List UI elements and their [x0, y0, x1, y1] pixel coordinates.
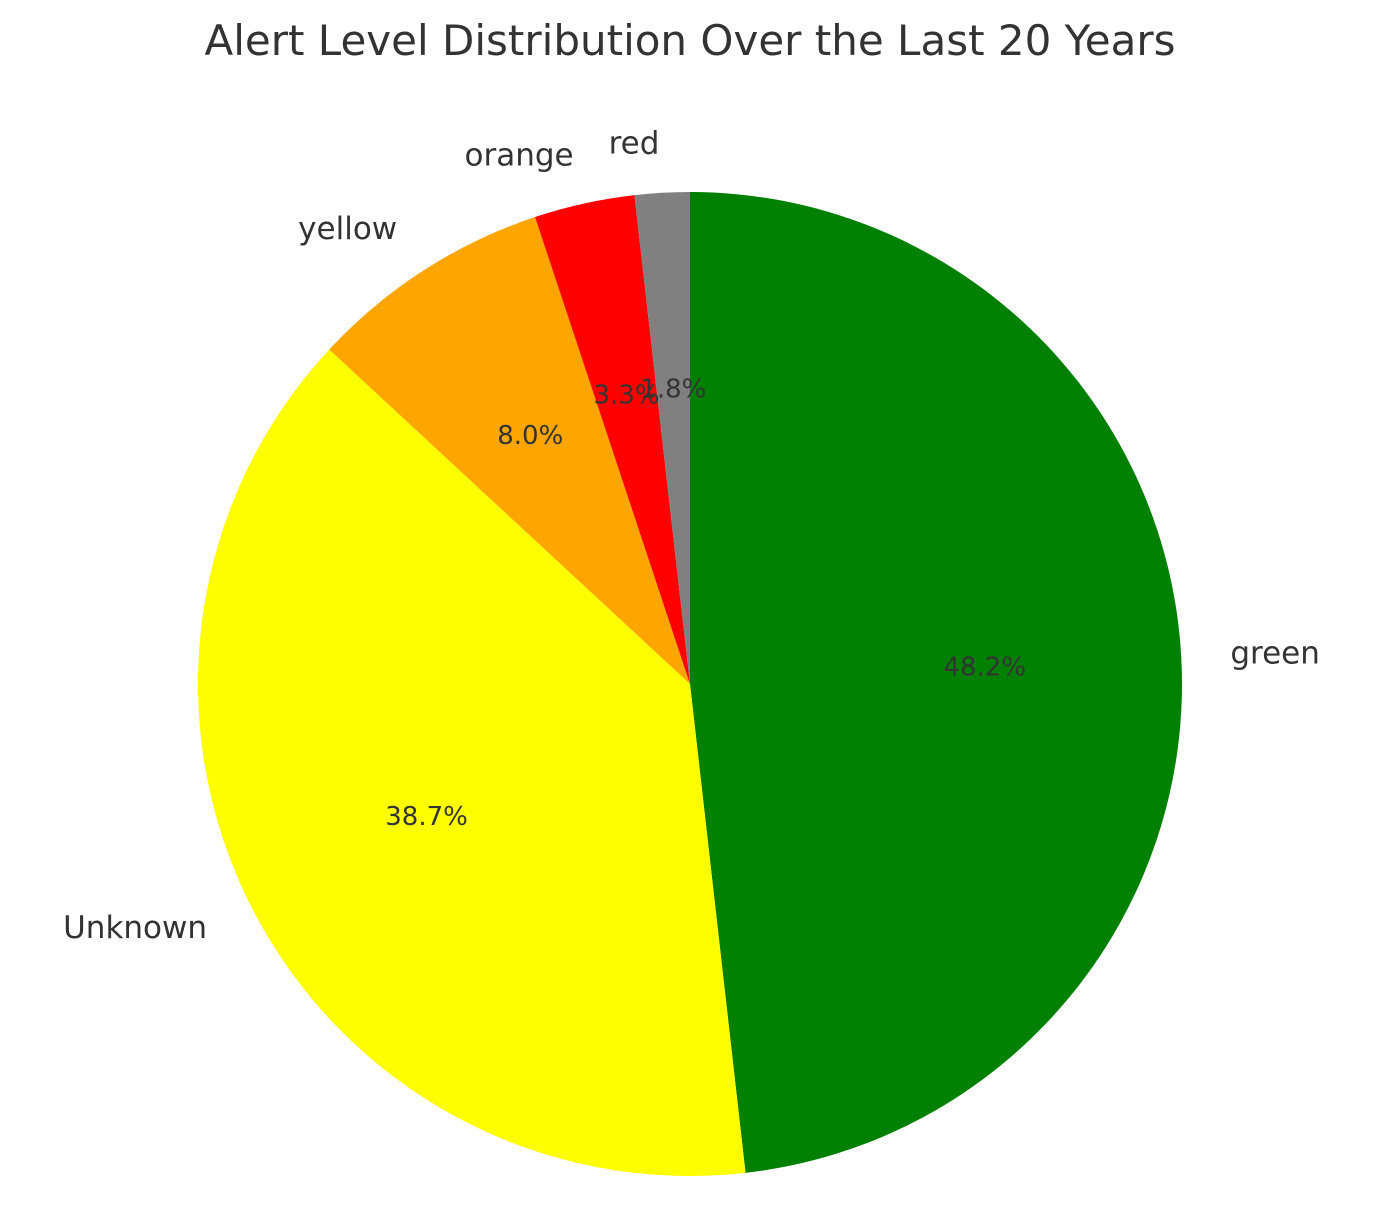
category-label-unknown: Unknown: [63, 910, 207, 946]
pie-slice-red: [634, 192, 690, 684]
percent-label-unknown: 38.7%: [385, 802, 468, 832]
percent-label-red: 1.8%: [640, 374, 706, 404]
pie-slices: [198, 192, 1182, 1176]
pie-slice-green: [690, 192, 1182, 1173]
category-label-yellow: yellow: [298, 211, 397, 247]
chart-title: Alert Level Distribution Over the Last 2…: [204, 16, 1175, 65]
category-label-red: red: [609, 126, 660, 162]
percent-label-orange: 3.3%: [593, 381, 659, 411]
pie-slice-orange: [535, 195, 690, 684]
category-labels: green Unknown yellow orange red: [63, 126, 1320, 947]
percent-label-yellow: 8.0%: [497, 421, 563, 451]
category-label-orange: orange: [464, 137, 573, 173]
category-label-green: green: [1230, 635, 1320, 671]
pie-slice-unknown: [198, 349, 746, 1176]
pie-slice-yellow: [329, 217, 690, 685]
percent-label-green: 48.2%: [943, 652, 1026, 682]
percent-labels: 48.2% 38.7% 8.0% 3.3%1.8%: [385, 374, 1026, 832]
